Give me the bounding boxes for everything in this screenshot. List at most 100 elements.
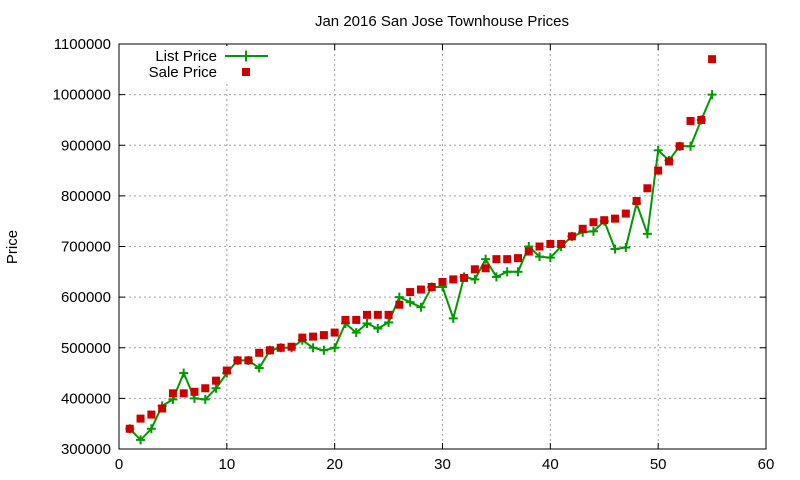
y-tick-label: 900000 [61, 137, 111, 154]
legend-label-sale-price: Sale Price [149, 64, 217, 81]
list-price-point [545, 253, 555, 263]
list-price-point [535, 252, 545, 262]
y-tick-label: 1000000 [53, 87, 111, 104]
sale-price-point [578, 224, 587, 233]
list-price-point [319, 345, 329, 355]
sale-price-point [276, 343, 285, 352]
list-price-point [179, 368, 189, 378]
sale-price-point [330, 328, 339, 337]
legend-marker-list-price [240, 50, 252, 62]
sale-price-point [255, 348, 264, 357]
sale-price-point [654, 166, 663, 175]
sale-price-point [352, 315, 361, 324]
sale-price-point [341, 315, 350, 324]
sale-price-point [567, 232, 576, 241]
sale-price-point [632, 196, 641, 205]
sale-price-point [470, 265, 479, 274]
y-tick-label: 300000 [61, 441, 111, 458]
x-tick-label: 10 [218, 456, 235, 473]
sale-price-point [416, 285, 425, 294]
sale-price-point [503, 255, 512, 264]
list-price-point [384, 317, 394, 327]
list-price-point [394, 292, 404, 302]
list-price-point [588, 226, 598, 236]
sale-price-point [190, 387, 199, 396]
list-price-point [330, 343, 340, 353]
sale-price-point [427, 283, 436, 291]
sale-price-point [125, 424, 134, 433]
legend-marker-sale-price [242, 68, 250, 76]
sale-price-point [363, 310, 372, 319]
sale-price-point [449, 275, 458, 284]
list-price-point [621, 243, 631, 253]
sale-price-point [265, 346, 274, 355]
sale-price-point [406, 288, 415, 297]
sale-price-point [438, 277, 447, 286]
list-price-point [707, 90, 717, 100]
sale-price-point [201, 384, 210, 393]
sale-price-point [708, 55, 717, 64]
sale-price-point [546, 239, 555, 248]
sale-price-point [535, 242, 544, 251]
y-tick-label: 800000 [61, 188, 111, 205]
sale-price-point [222, 366, 231, 375]
list-price-point [448, 313, 458, 323]
sale-price-point [373, 310, 382, 319]
x-tick-labels: 0 10 20 30 40 50 60 [115, 456, 775, 473]
sale-price-point [168, 389, 177, 398]
x-tick-label: 0 [115, 456, 123, 473]
series [125, 55, 717, 445]
list-price-point [686, 141, 696, 151]
sale-price-point [460, 273, 469, 282]
sale-price-point [158, 404, 167, 413]
list-price-point [405, 297, 415, 307]
y-axis-label: Price [4, 230, 21, 264]
sale-price-point [621, 209, 630, 218]
y-tick-label: 1100000 [54, 36, 111, 53]
legend-background [138, 46, 274, 82]
list-price-point [136, 435, 146, 445]
list-price-point [513, 267, 523, 277]
sale-price-point [233, 356, 242, 365]
x-tick-label: 40 [542, 456, 559, 473]
list-price-point [610, 244, 620, 254]
sale-price-point [697, 115, 706, 124]
list-price-point [351, 328, 361, 338]
sale-price-point [298, 333, 307, 342]
list-price-point [481, 254, 491, 264]
sale-price-point [492, 255, 501, 264]
list-price-point [146, 424, 156, 434]
list-price-point [470, 274, 480, 284]
x-tick-label: 50 [650, 456, 667, 473]
sale-price-point [589, 218, 598, 227]
sale-price-point [686, 116, 695, 125]
sale-price-point [513, 254, 522, 263]
list-price-point [416, 302, 426, 312]
sale-price-point [481, 264, 490, 273]
legend-label-list-price: List Price [155, 48, 217, 65]
sale-price-point [319, 331, 328, 340]
sale-price-point [287, 342, 296, 351]
list-price-point [502, 267, 512, 277]
list-price-point [200, 394, 210, 404]
sale-price-point [384, 310, 393, 319]
sale-price-point [395, 300, 404, 309]
sale-price-point [524, 247, 533, 256]
list-price-point [308, 343, 318, 353]
legend: List Price Sale Price [138, 46, 274, 82]
y-tick-label: 600000 [61, 289, 111, 306]
x-tick-label: 20 [326, 456, 343, 473]
chart-title: Jan 2016 San Jose Townhouse Prices [315, 13, 569, 30]
y-tick-label: 500000 [61, 340, 111, 357]
list-price-point [362, 318, 372, 328]
sale-price-point [179, 389, 188, 398]
x-tick-label: 30 [434, 456, 451, 473]
sale-price-point [664, 157, 673, 166]
sale-price-point [244, 356, 253, 365]
list-price-point [491, 272, 501, 282]
sale-price-point [147, 410, 156, 419]
sale-price-point [212, 376, 221, 385]
list-price-point [642, 229, 652, 239]
y-tick-label: 700000 [61, 239, 111, 256]
